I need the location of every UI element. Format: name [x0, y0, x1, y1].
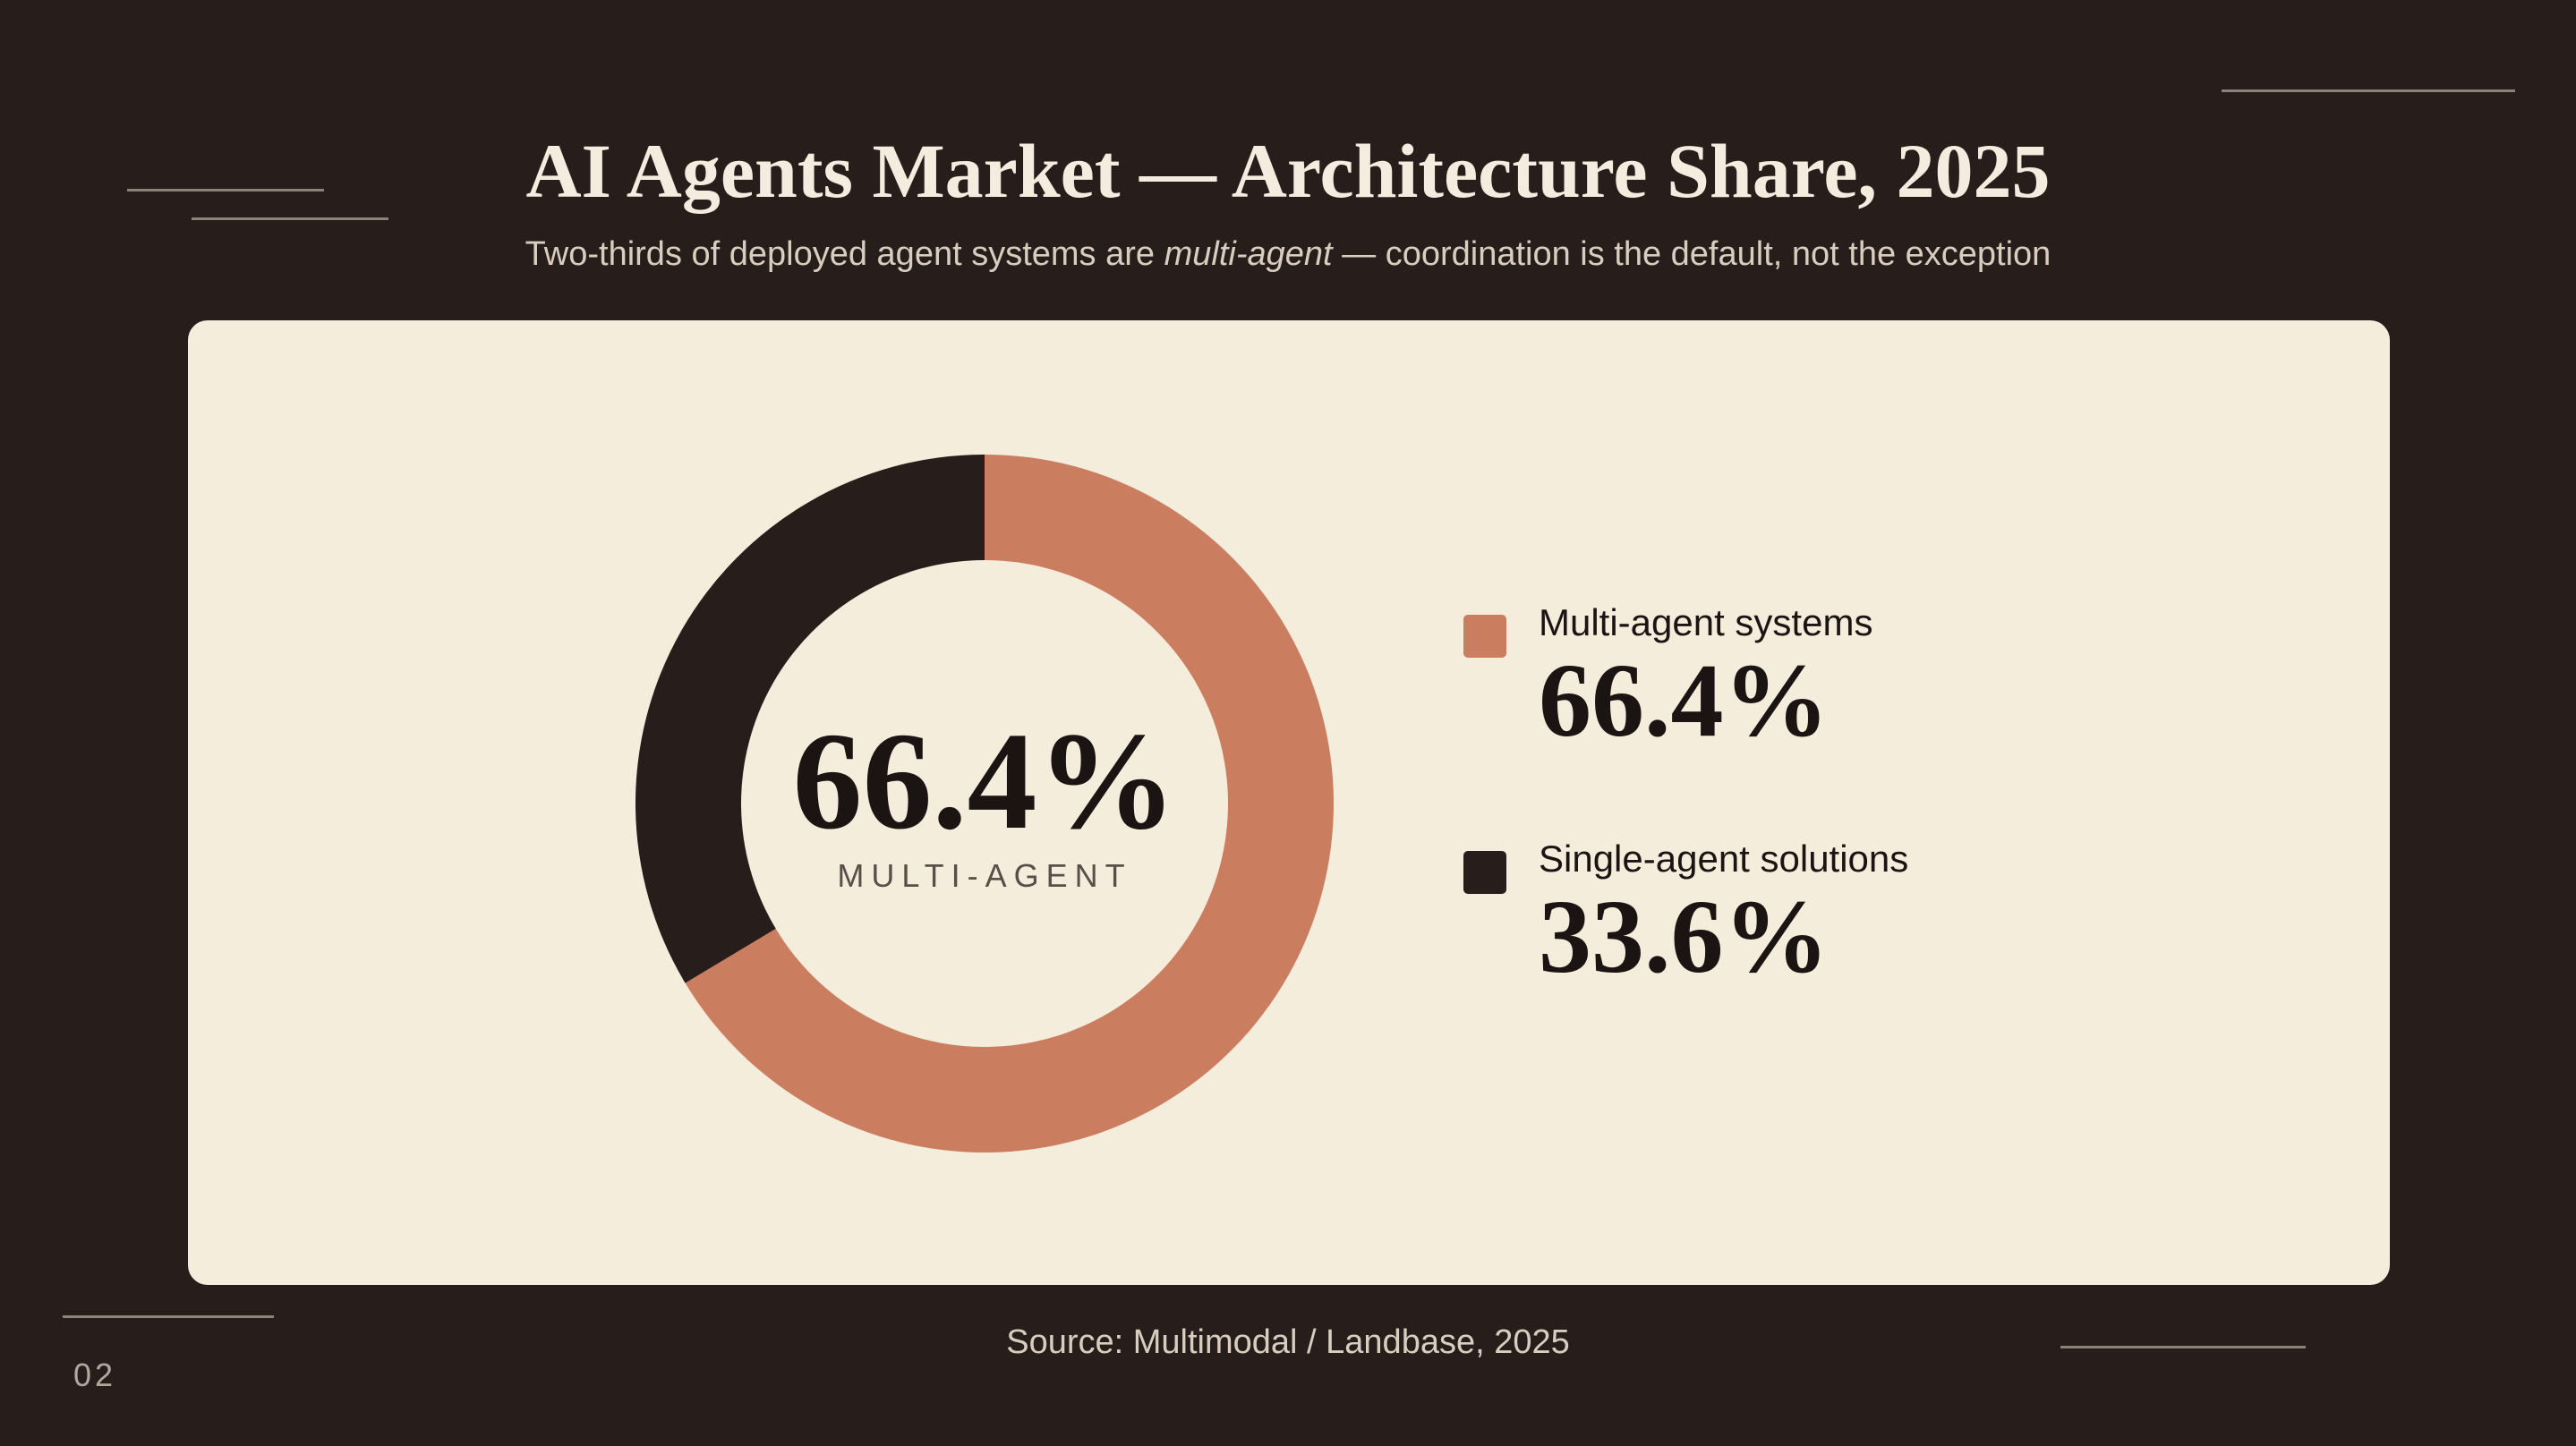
decorative-line — [2222, 89, 2515, 92]
slide-subtitle: Two-thirds of deployed agent systems are… — [0, 231, 2576, 277]
subtitle-text-end: — coordination is the default, not the e… — [1332, 235, 2051, 273]
donut-center-label: MULTI-AGENT — [837, 857, 1132, 894]
donut-slice-single-agent-solutions — [635, 455, 985, 983]
donut-chart — [635, 455, 1334, 1153]
legend-swatch-single-agent — [1463, 851, 1506, 894]
slide-title: AI Agents Market — Architecture Share, 2… — [525, 128, 2051, 214]
decorative-line — [63, 1315, 274, 1318]
subtitle-text: Two-thirds of deployed agent systems are — [525, 235, 1164, 273]
decorative-line — [127, 189, 324, 191]
donut-center-value: 66.4% — [792, 703, 1177, 858]
legend-value: 33.6% — [1539, 878, 1830, 995]
decorative-line — [192, 217, 388, 220]
legend-label: Multi-agent systems — [1539, 601, 1873, 643]
donut-slice-multi-agent-systems — [685, 455, 1334, 1153]
subtitle-emphasis: multi-agent — [1164, 235, 1333, 273]
decorative-line — [2060, 1346, 2306, 1348]
page-number: 02 — [73, 1357, 117, 1393]
source-note: Source: Multimodal / Landbase, 2025 — [1006, 1323, 1570, 1361]
legend-value: 66.4% — [1539, 642, 1830, 759]
chart-card: 66.4% MULTI-AGENT Multi-agent systems 66… — [188, 320, 2390, 1285]
legend-label: Single-agent solutions — [1539, 838, 1909, 880]
legend-swatch-multi-agent — [1463, 615, 1506, 658]
